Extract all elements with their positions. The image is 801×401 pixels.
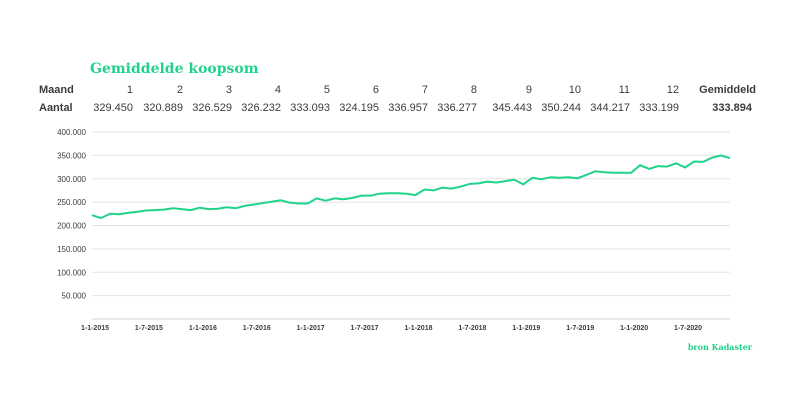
month-header: 8	[470, 84, 477, 96]
month-value: 333.093	[290, 102, 330, 114]
month-value: 329.450	[93, 102, 133, 114]
row-label-month: Maand	[39, 84, 74, 96]
month-header: 2	[176, 84, 183, 96]
y-tick-label: 150.000	[57, 245, 86, 254]
month-header: 10	[568, 84, 581, 96]
y-tick-label: 400.000	[57, 128, 86, 137]
month-header: 7	[421, 84, 428, 96]
x-tick-label: 1-1-2015	[81, 325, 109, 332]
month-value: 333.199	[639, 102, 679, 114]
x-tick-label: 1-7-2020	[674, 325, 702, 332]
series-line	[91, 154, 731, 219]
month-value: 326.529	[192, 102, 232, 114]
month-value: 344.217	[590, 102, 630, 114]
month-header: 3	[225, 84, 232, 96]
month-header: 11	[618, 84, 630, 96]
chart-title: Gemiddelde koopsom	[90, 61, 259, 77]
y-tick-label: 350.000	[57, 151, 86, 160]
source-label: bron Kadaster	[687, 342, 752, 352]
month-header: 4	[274, 84, 281, 96]
x-tick-label: 1-7-2018	[458, 325, 486, 332]
month-header: 12	[666, 84, 679, 96]
y-tick-label: 250.000	[57, 198, 86, 207]
month-header: 9	[525, 84, 532, 96]
row-label-count: Aantal	[39, 102, 73, 114]
month-value: 324.195	[339, 102, 379, 114]
summary-table: Maand Aantal 1 329.450 2 320.889 3 326.529 4 32…	[0, 0, 801, 120]
x-tick-label: 1-1-2018	[404, 325, 432, 332]
x-tick-label: 1-1-2019	[512, 325, 540, 332]
x-tick-label: 1-7-2019	[566, 325, 594, 332]
month-value: 345.443	[492, 102, 532, 114]
y-tick-label: 200.000	[57, 222, 86, 231]
month-header: 5	[323, 84, 330, 96]
month-value: 350.244	[541, 102, 581, 114]
avg-header: Gemiddeld	[699, 84, 756, 96]
month-value: 336.957	[388, 102, 428, 114]
y-tick-label: 300.000	[57, 175, 86, 184]
avg-value: 333.894	[712, 102, 752, 114]
x-tick-label: 1-7-2017	[351, 325, 379, 332]
x-tick-label: 1-7-2015	[135, 325, 163, 332]
y-tick-label: 50.000	[62, 292, 87, 301]
x-tick-label: 1-1-2016	[189, 325, 217, 332]
month-value: 326.232	[241, 102, 281, 114]
y-tick-label: 100.000	[57, 268, 86, 277]
month-header: 6	[372, 84, 379, 96]
x-tick-label: 1-7-2016	[243, 325, 271, 332]
month-header: 1	[126, 84, 133, 96]
x-tick-label: 1-1-2017	[297, 325, 325, 332]
month-value: 320.889	[143, 102, 183, 114]
x-tick-label: 1-1-2020	[620, 325, 648, 332]
month-value: 336.277	[437, 102, 477, 114]
